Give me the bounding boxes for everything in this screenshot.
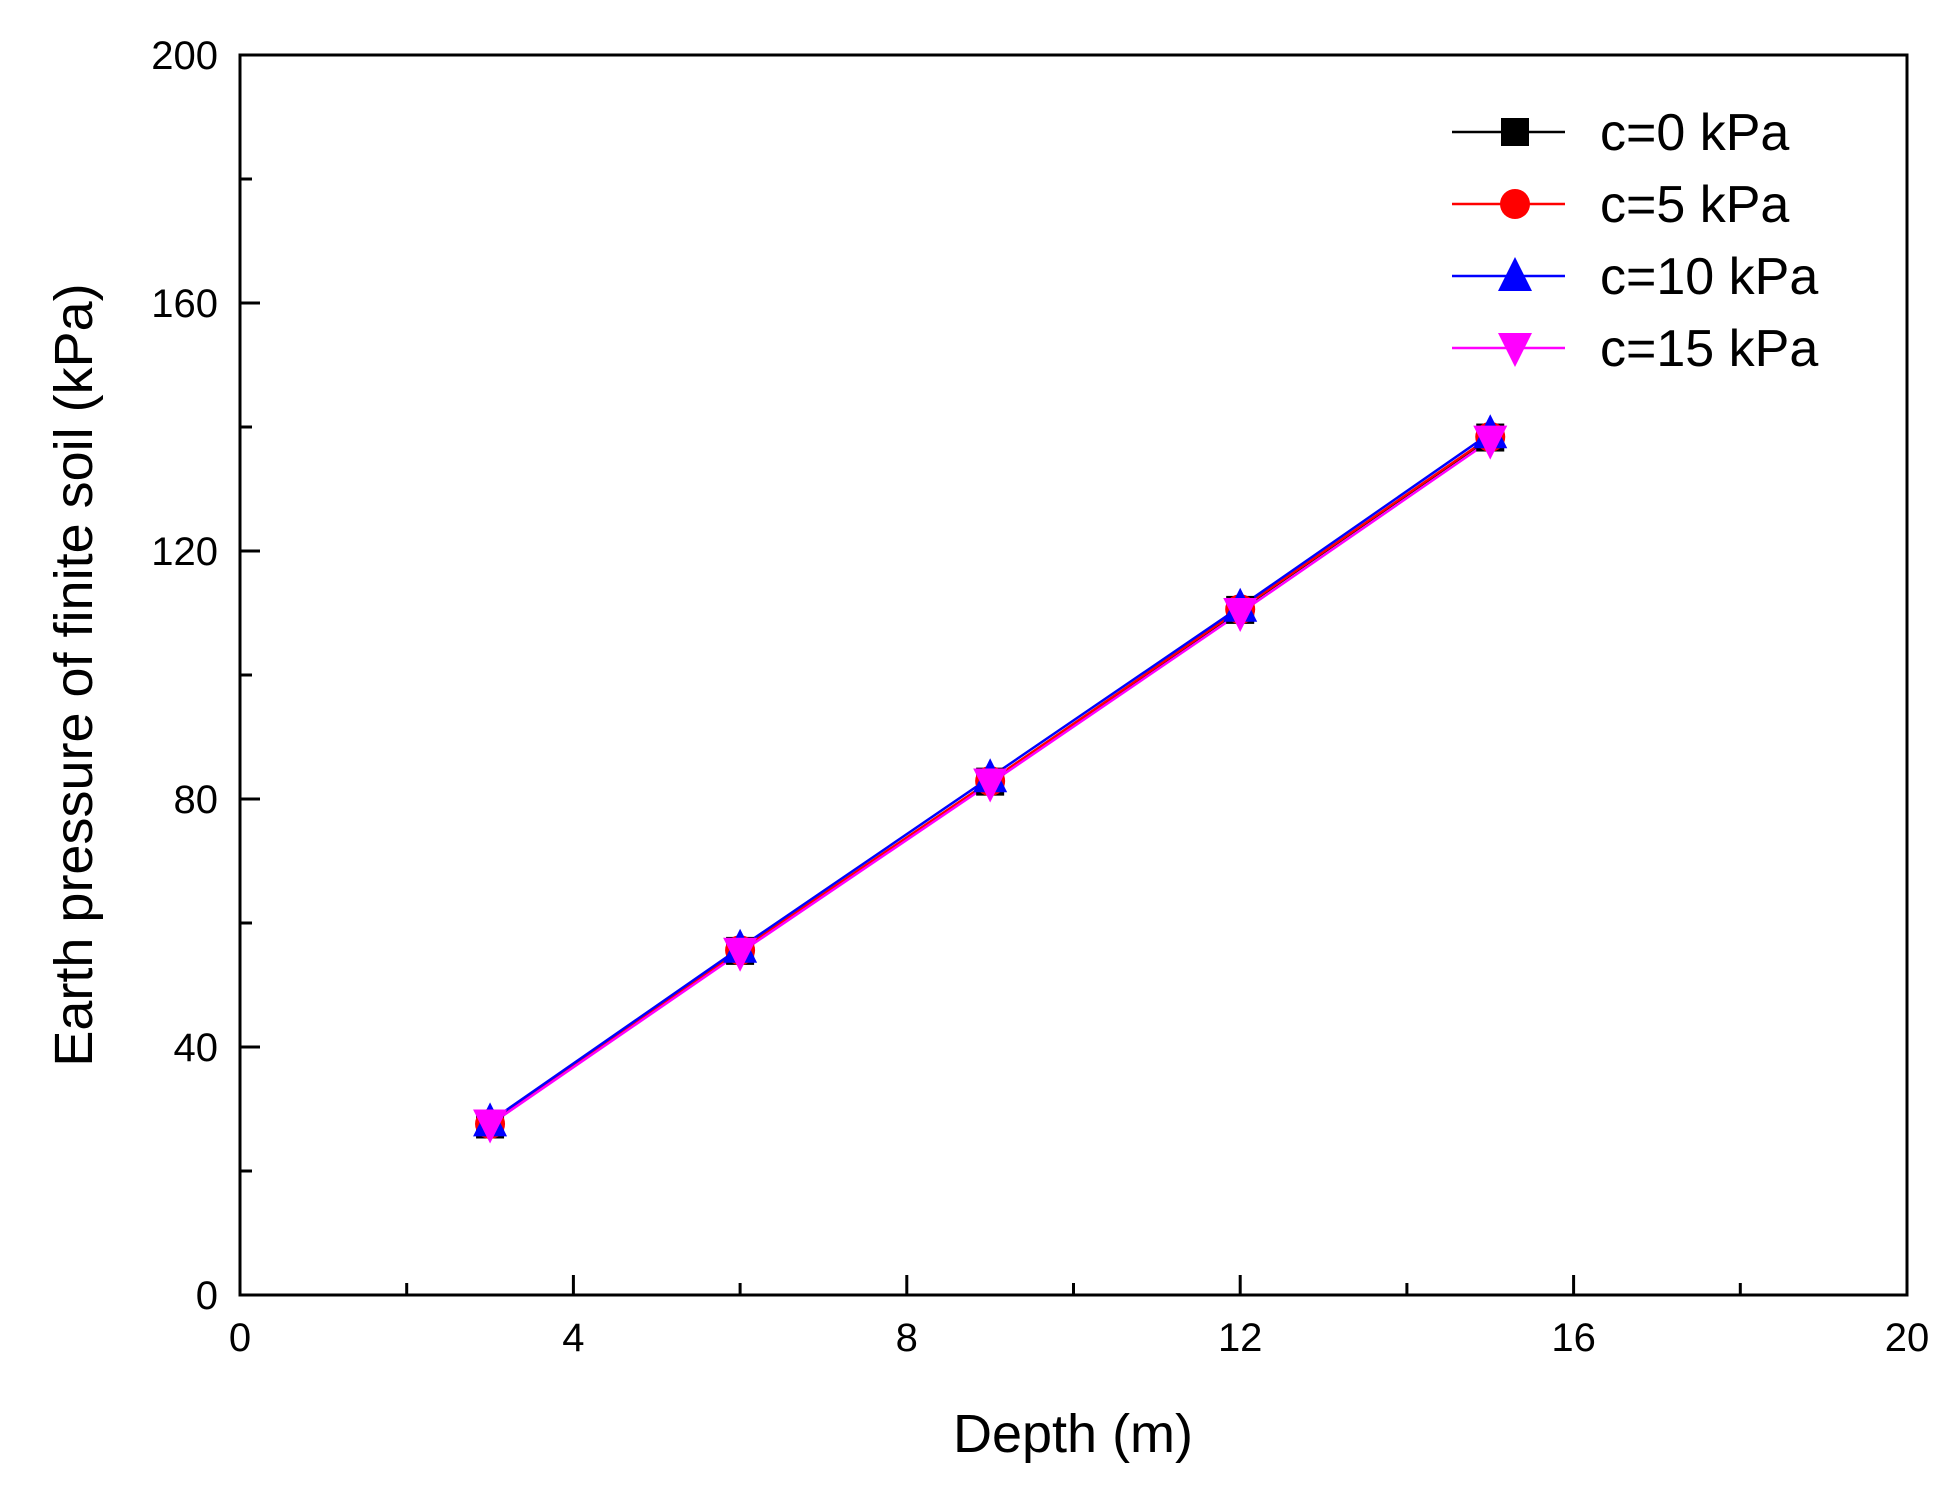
- legend-label: c=5 kPa: [1600, 176, 1789, 234]
- legend: c=0 kPa c=5 kPa c=10 kPa c=15 kPa: [1452, 104, 1818, 378]
- data-point: [1223, 598, 1258, 632]
- legend-marker: [1500, 189, 1530, 219]
- legend-marker: [1498, 333, 1532, 367]
- legend-label: c=0 kPa: [1600, 104, 1789, 162]
- y-tick-label: 0: [196, 1274, 218, 1318]
- x-tick-label: 12: [1218, 1316, 1263, 1360]
- legend-label: c=15 kPa: [1600, 320, 1818, 378]
- series-markers: [473, 414, 1508, 1144]
- axis-ticks: [238, 53, 1909, 1297]
- y-tick-label: 80: [174, 778, 219, 822]
- y-axis-title: Earth pressure of finite soil (kPa): [44, 283, 104, 1066]
- data-point: [973, 768, 1008, 803]
- data-point: [473, 1109, 508, 1144]
- x-tick-label: 8: [896, 1316, 918, 1360]
- x-axis-title: Depth (m): [953, 1404, 1193, 1464]
- y-tick-label: 120: [151, 530, 218, 574]
- y-tick-label: 40: [174, 1026, 219, 1070]
- legend-label: c=10 kPa: [1600, 248, 1818, 306]
- legend-marker: [1501, 118, 1529, 146]
- x-tick-label: 16: [1551, 1316, 1596, 1360]
- x-tick-label: 0: [229, 1316, 251, 1360]
- x-tick-label: 20: [1885, 1316, 1930, 1360]
- x-tick-label: 4: [562, 1316, 584, 1360]
- data-point: [723, 937, 758, 972]
- data-point: [1473, 425, 1508, 460]
- y-tick-label: 200: [151, 34, 218, 78]
- legend-marker: [1498, 257, 1532, 291]
- y-tick-label: 160: [151, 282, 218, 326]
